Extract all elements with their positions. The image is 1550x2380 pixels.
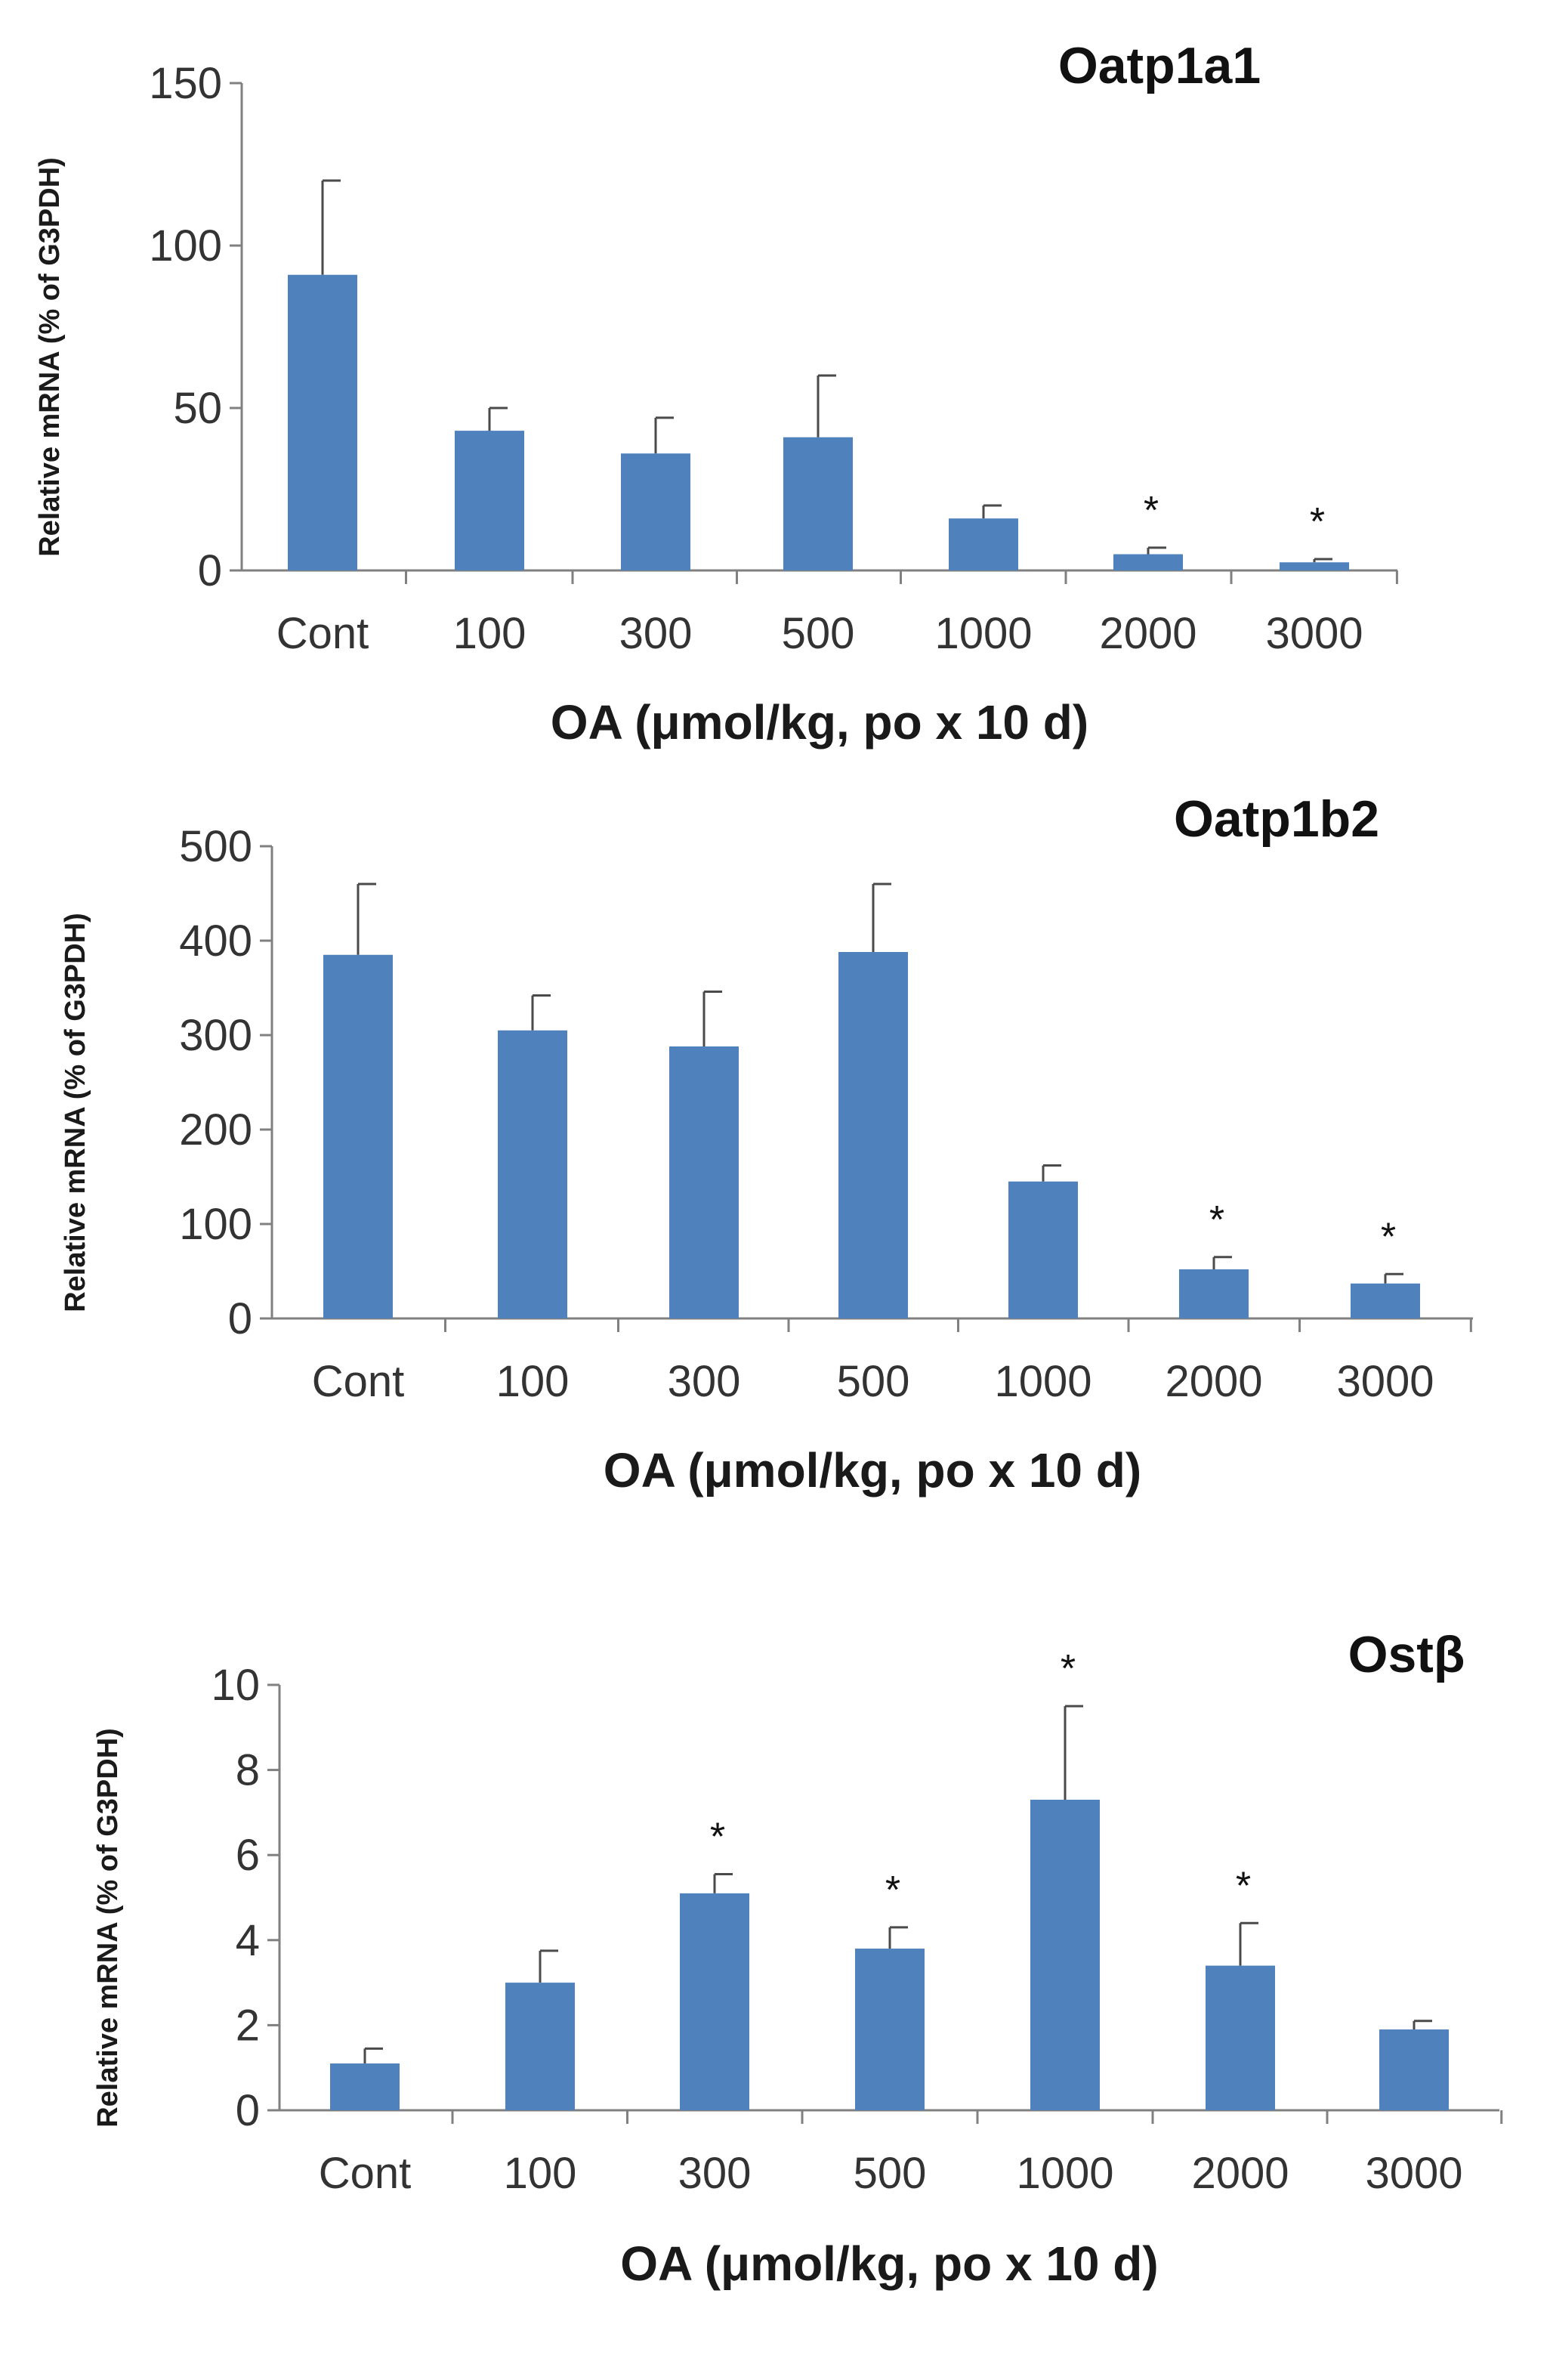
chart2-y-tick-label: 0 (228, 1294, 252, 1343)
chart1-x-tick-label: 3000 (1265, 609, 1363, 658)
chart1-significance-marker: * (1310, 500, 1325, 544)
chart2-x-tick-label: 300 (668, 1357, 741, 1406)
chart2-bar-Cont (323, 954, 393, 1318)
chart2-y-tick-label: 500 (179, 822, 252, 871)
chart3-bar-2000 (1206, 1965, 1275, 2110)
chart3-bar-300 (680, 1893, 749, 2110)
chart1-title: Oatp1a1 (1058, 37, 1261, 94)
chart3-title: Ostβ (1348, 1626, 1465, 1683)
chart1-x-tick-label: 1000 (934, 609, 1032, 658)
chart3-x-tick-label: 100 (504, 2149, 577, 2198)
chart2-x-tick-label: 3000 (1336, 1357, 1434, 1406)
chart2-bar-100 (498, 1030, 567, 1318)
chart1-y-tick-label: 0 (198, 546, 222, 595)
chart2-bar-2000 (1179, 1269, 1249, 1318)
chart1-x-tick-label: 100 (453, 609, 526, 658)
chart1-y-axis-title: Relative mRNA (% of G3PDH) (34, 157, 66, 557)
chart2-y-tick-label: 200 (179, 1105, 252, 1154)
chart2-x-tick-label: 1000 (994, 1357, 1091, 1406)
chart2-significance-marker: * (1209, 1198, 1224, 1242)
chart3-x-tick-label: 1000 (1016, 2149, 1113, 2198)
chart3-y-tick-label: 4 (236, 1916, 260, 1965)
chart3-x-tick-label: 300 (678, 2149, 752, 2198)
chart1-y-tick-label: 50 (173, 384, 222, 433)
chart2-y-axis-title: Relative mRNA (% of G3PDH) (60, 913, 91, 1312)
chart3-y-axis-title: Relative mRNA (% of G3PDH) (92, 1728, 124, 2128)
chart3-bar-100 (505, 1983, 575, 2110)
chart3-y-tick-label: 8 (236, 1746, 260, 1795)
chart2-bar-300 (669, 1046, 739, 1318)
chart1-x-axis-title: OA (μmol/kg, po x 10 d) (551, 695, 1088, 750)
chart1-bar-2000 (1113, 554, 1183, 570)
chart1-x-tick-label: Cont (276, 609, 369, 658)
chart1-bar-500 (783, 437, 853, 570)
chart3-bar-Cont (330, 2063, 400, 2110)
chart1-y-tick-label: 150 (149, 59, 222, 108)
chart3-x-tick-label: Cont (319, 2149, 412, 2198)
chart2-significance-marker: * (1381, 1215, 1396, 1259)
chart3-y-tick-label: 2 (236, 2001, 260, 2050)
chart1-y-tick-label: 100 (149, 221, 222, 270)
chart3-significance-marker: * (1236, 1864, 1251, 1908)
chart1-x-tick-label: 2000 (1099, 609, 1196, 658)
chart3-x-tick-label: 3000 (1365, 2149, 1462, 2198)
chart2-bar-1000 (1008, 1181, 1078, 1318)
chart1-bar-3000 (1280, 562, 1349, 570)
chart2-y-tick-label: 400 (179, 916, 252, 966)
chart3-significance-marker: * (1061, 1647, 1076, 1691)
chart2-bar-500 (838, 952, 908, 1318)
chart1-bar-Cont (288, 274, 357, 570)
chart2-x-tick-label: 500 (837, 1357, 910, 1406)
chart2-y-tick-label: 100 (179, 1200, 252, 1249)
chart3-bar-3000 (1379, 2029, 1449, 2110)
chart2-x-axis-title: OA (μmol/kg, po x 10 d) (604, 1443, 1141, 1498)
chart3-significance-marker: * (710, 1816, 725, 1859)
chart1-x-tick-label: 300 (619, 609, 693, 658)
chart2-x-tick-label: 2000 (1165, 1357, 1262, 1406)
chart1-x-tick-label: 500 (782, 609, 855, 658)
chart2-x-tick-label: 100 (496, 1357, 570, 1406)
chart2-title: Oatp1b2 (1174, 790, 1379, 848)
chart1-bar-1000 (949, 518, 1018, 570)
chart3-bar-500 (855, 1949, 925, 2110)
chart2-bar-3000 (1351, 1283, 1420, 1318)
chart1-bar-300 (621, 453, 690, 570)
chart1-bar-100 (455, 431, 524, 570)
chart2-y-tick-label: 300 (179, 1011, 252, 1060)
chart3-bar-1000 (1030, 1800, 1100, 2110)
chart3-x-tick-label: 500 (854, 2149, 927, 2198)
chart3-y-tick-label: 0 (236, 2086, 260, 2135)
chart3-x-axis-title: OA (μmol/kg, po x 10 d) (620, 2236, 1158, 2291)
chart3-significance-marker: * (885, 1868, 900, 1912)
chart1-significance-marker: * (1144, 489, 1159, 533)
chart3-y-tick-label: 6 (236, 1831, 260, 1880)
chart2-x-tick-label: Cont (312, 1357, 405, 1406)
chart3-x-tick-label: 2000 (1191, 2149, 1289, 2198)
chart3-y-tick-label: 10 (211, 1661, 260, 1710)
